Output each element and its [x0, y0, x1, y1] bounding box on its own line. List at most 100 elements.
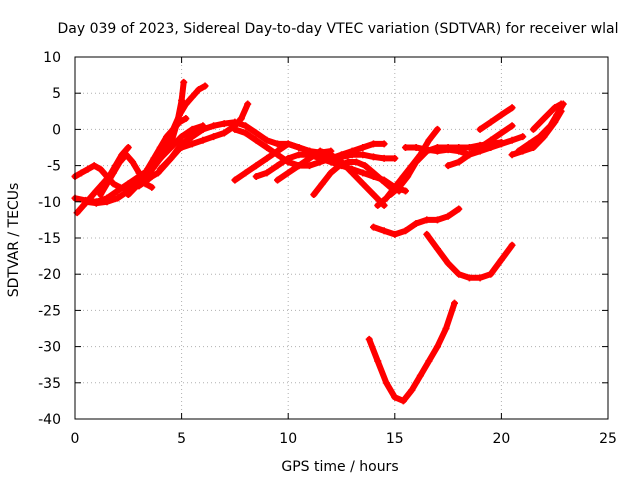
y-tick-label: -5: [47, 159, 61, 175]
data-point-marker: [295, 144, 303, 151]
data-point-marker: [156, 144, 164, 151]
data-point-marker: [529, 144, 537, 151]
data-point-marker: [199, 136, 207, 144]
data-point-marker: [553, 111, 561, 119]
data-point-marker: [199, 125, 207, 133]
data-point-marker: [116, 158, 124, 166]
data-point-marker: [433, 245, 441, 253]
data-point-marker: [508, 104, 516, 112]
data-point-marker: [444, 259, 452, 267]
data-point-marker: [310, 191, 318, 199]
data-point-marker: [369, 169, 377, 177]
data-point-marker: [143, 165, 151, 173]
y-tick-label: -20: [38, 267, 61, 283]
data-point-marker: [378, 176, 386, 184]
data-point-marker: [382, 194, 390, 202]
data-point-marker: [455, 270, 463, 278]
data-point-marker: [444, 212, 452, 220]
data-point-marker: [316, 154, 324, 162]
data-point-marker: [182, 115, 190, 123]
data-point-marker: [109, 180, 117, 188]
data-point-marker: [188, 125, 196, 133]
data-point-marker: [536, 133, 544, 141]
y-axis-label: SDTVAR / TECUs: [6, 183, 22, 298]
data-point-marker: [416, 372, 424, 380]
data-point-marker: [423, 146, 431, 154]
data-point-marker: [408, 386, 416, 394]
data-point-marker: [274, 140, 282, 148]
series-arc-7: [131, 115, 190, 191]
data-point-marker: [412, 144, 420, 151]
data-point-marker: [380, 140, 388, 148]
data-point-marker: [455, 205, 463, 213]
series-arc-9: [178, 100, 252, 151]
data-point-marker: [557, 100, 565, 108]
x-axis-label: GPS time / hours: [281, 459, 398, 475]
data-point-marker: [163, 133, 171, 141]
data-point-marker: [540, 115, 548, 123]
data-point-marker: [344, 158, 352, 166]
data-point-marker: [401, 227, 409, 235]
data-point-marker: [237, 115, 245, 123]
ticks-layer: 0 5 10 15 20 25 10 5 0 -5 -10 -15 -20 -25 -30 -35 -40: [38, 50, 617, 447]
data-point-marker: [103, 180, 111, 188]
data-point-marker: [295, 162, 303, 170]
series-arc-25: [365, 299, 458, 405]
data-point-marker: [201, 82, 209, 90]
data-point-marker: [306, 162, 314, 170]
data-point-marker: [359, 180, 367, 188]
data-point-marker: [487, 136, 495, 144]
data-point-marker: [529, 125, 537, 133]
data-point-marker: [188, 93, 196, 101]
y-tick-label: -15: [38, 231, 61, 247]
data-point-marker: [433, 216, 441, 224]
data-point-marker: [487, 144, 495, 151]
data-point-marker: [178, 144, 186, 151]
data-point-marker: [369, 191, 377, 199]
series-line: [515, 101, 567, 155]
series-arc-24: [423, 230, 516, 282]
data-point-marker: [359, 144, 367, 151]
data-point-marker: [135, 169, 143, 177]
data-point-marker: [444, 146, 452, 154]
series-line: [231, 126, 398, 169]
data-point-marker: [220, 120, 228, 128]
data-point-marker: [465, 274, 473, 282]
data-point-marker: [178, 96, 186, 104]
data-point-marker: [497, 256, 505, 264]
y-tick-label: 5: [52, 86, 61, 102]
data-point-marker: [252, 162, 260, 170]
data-point-marker: [90, 162, 98, 170]
data-point-marker: [156, 165, 164, 173]
data-point-marker: [274, 162, 282, 170]
data-point-marker: [395, 183, 403, 191]
chart-title: Day 039 of 2023, Sidereal Day-to-day VTE…: [57, 21, 618, 37]
series-line: [477, 104, 516, 133]
y-tick-label: 10: [43, 50, 61, 66]
data-point-marker: [444, 162, 452, 170]
data-point-marker: [519, 133, 527, 141]
data-point-marker: [497, 111, 505, 119]
data-point-marker: [508, 151, 516, 159]
data-point-marker: [284, 140, 292, 148]
data-point-marker: [274, 176, 282, 184]
data-point-marker: [433, 343, 441, 351]
series-arc-19: [476, 104, 516, 133]
data-point-marker: [242, 169, 250, 177]
data-point-marker: [476, 274, 484, 282]
data-point-marker: [244, 100, 252, 108]
data-point-marker: [92, 187, 100, 195]
data-point-marker: [169, 125, 177, 133]
data-point-marker: [514, 147, 522, 155]
data-point-marker: [374, 201, 382, 209]
data-point-marker: [380, 227, 388, 235]
series-arc-18: [444, 122, 516, 170]
data-point-marker: [412, 220, 420, 228]
x-tick-label: 0: [71, 431, 80, 447]
series-arc-17: [401, 133, 527, 159]
data-point-marker: [274, 151, 282, 159]
data-point-marker: [425, 136, 433, 144]
